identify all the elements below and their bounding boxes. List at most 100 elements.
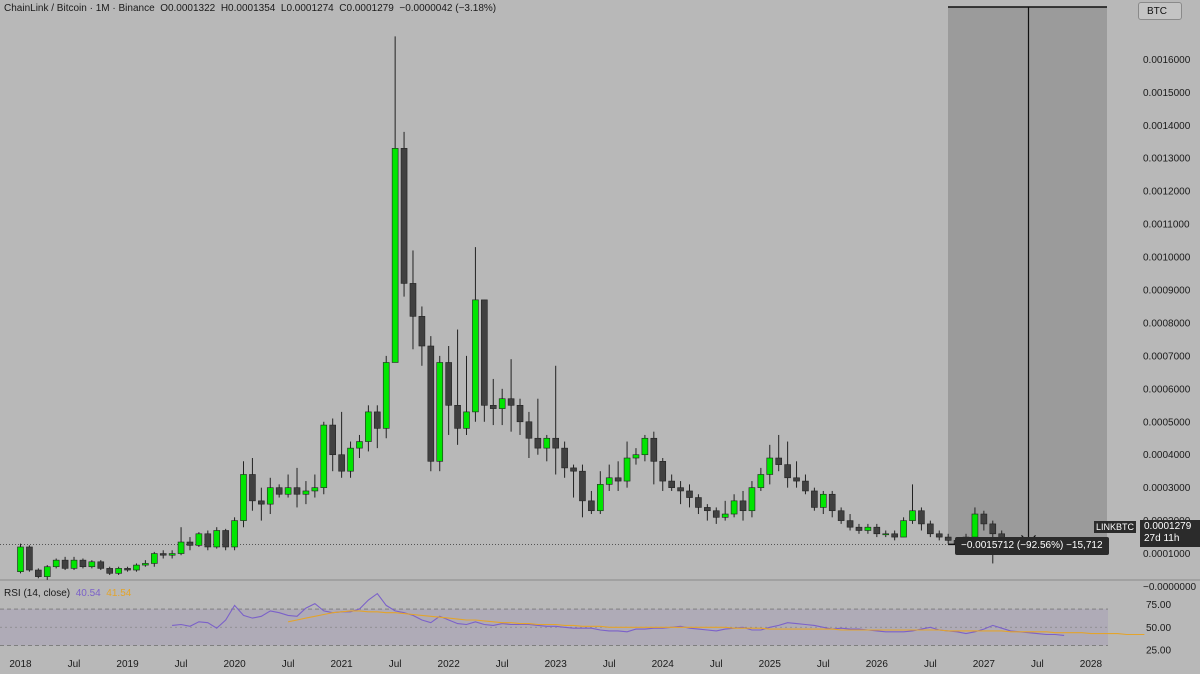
gridlines	[0, 543, 1200, 581]
candle-body-up	[213, 530, 221, 548]
candle-body-up	[498, 398, 506, 409]
candle-body-down	[204, 533, 212, 548]
candle	[704, 504, 711, 521]
candle-body-down	[338, 454, 345, 472]
candle	[481, 299, 488, 422]
candle	[757, 467, 765, 491]
currency-button[interactable]: BTC	[1138, 2, 1182, 20]
candle-body-down	[686, 490, 693, 498]
candle-body-down	[704, 507, 711, 512]
candle-body-up	[168, 553, 176, 556]
rsi-ma-line	[287, 610, 1145, 636]
candle	[855, 523, 863, 534]
candle-body-up	[52, 559, 60, 568]
candle	[52, 558, 60, 569]
price-tick-label: 0.0009000	[1143, 285, 1191, 296]
candle	[275, 484, 283, 498]
candle-body-down	[552, 437, 560, 449]
candle	[70, 556, 78, 571]
bar-countdown: 27d 11h	[1144, 533, 1180, 544]
candle-body-down	[35, 569, 42, 577]
candle-body-up	[195, 533, 203, 546]
candle	[900, 517, 907, 538]
price-tick-label: 0.0004000	[1143, 450, 1191, 461]
candle-body-down	[739, 500, 747, 512]
candle	[605, 464, 613, 491]
candle-body-down	[418, 316, 426, 347]
candle	[427, 336, 435, 472]
candle-body-up	[142, 563, 149, 566]
candle	[775, 434, 783, 472]
candle	[686, 484, 693, 508]
candle	[918, 507, 925, 531]
price-tick-label: 0.0006000	[1143, 384, 1191, 395]
candle-body-down	[258, 500, 265, 505]
candle	[365, 405, 372, 452]
candle-body-down	[677, 487, 684, 492]
candle	[204, 530, 212, 551]
price-tick-label: 0.0005000	[1143, 417, 1191, 428]
candle	[400, 131, 408, 297]
candle	[516, 398, 524, 435]
candle-body-down	[918, 510, 925, 525]
candle	[570, 464, 577, 498]
candle-body-up	[748, 487, 756, 512]
time-tick-label: 2028	[1080, 659, 1103, 670]
candle	[677, 481, 684, 505]
time-tick-label: 2023	[545, 659, 568, 670]
last-price-tag: 0.0001279 27d 11h	[1140, 520, 1200, 547]
candle	[837, 507, 845, 524]
candle-body-down	[927, 523, 934, 535]
candle-body-up	[730, 500, 738, 515]
candle-body-down	[579, 470, 586, 502]
candle-body-down	[409, 283, 417, 317]
candle	[284, 474, 292, 498]
candle	[195, 532, 203, 547]
candle	[106, 566, 113, 575]
candle	[177, 527, 185, 556]
candle	[115, 566, 122, 575]
candle-body-up	[596, 484, 604, 512]
candle-body-up	[356, 441, 363, 449]
candle-body-down	[588, 500, 595, 512]
candle	[356, 434, 363, 459]
candle	[596, 471, 604, 515]
candle-body-down	[989, 523, 997, 535]
candle	[382, 355, 390, 439]
rsi-title: RSI (14, close)	[4, 588, 71, 599]
measure-label: −0.0015712 (−92.56%) −15,712	[955, 537, 1109, 555]
candle-body-up	[766, 457, 774, 475]
candle-body-up	[757, 474, 765, 488]
candle	[88, 560, 96, 569]
candle	[320, 421, 328, 495]
candle-body-up	[347, 447, 354, 472]
candle	[891, 530, 898, 541]
candle	[552, 365, 560, 475]
time-tick-label: Jul	[924, 659, 937, 670]
candle-body-down	[659, 461, 667, 482]
time-tick-label: 2018	[9, 659, 32, 670]
candle	[168, 550, 176, 559]
candle-body-down	[275, 487, 283, 495]
candle	[632, 448, 640, 465]
candle-body-down	[561, 447, 568, 469]
candle-body-down	[828, 493, 836, 512]
candle	[668, 474, 675, 491]
candle	[391, 36, 399, 363]
time-tick-label: Jul	[68, 659, 81, 670]
candle-body-up	[88, 561, 96, 568]
candle-body-up	[43, 566, 51, 577]
candle-body-up	[819, 493, 827, 508]
candle	[534, 398, 542, 455]
candle	[641, 434, 649, 462]
low-value: 0.0001274	[286, 3, 334, 14]
candle	[525, 411, 533, 459]
candle-body-down	[516, 405, 524, 423]
candle	[338, 411, 345, 478]
symbol-price-label: LINKBTC	[1094, 521, 1137, 533]
time-tick-label: 2021	[330, 659, 353, 670]
candle-body-down	[445, 362, 452, 406]
candle-body-up	[543, 437, 551, 449]
